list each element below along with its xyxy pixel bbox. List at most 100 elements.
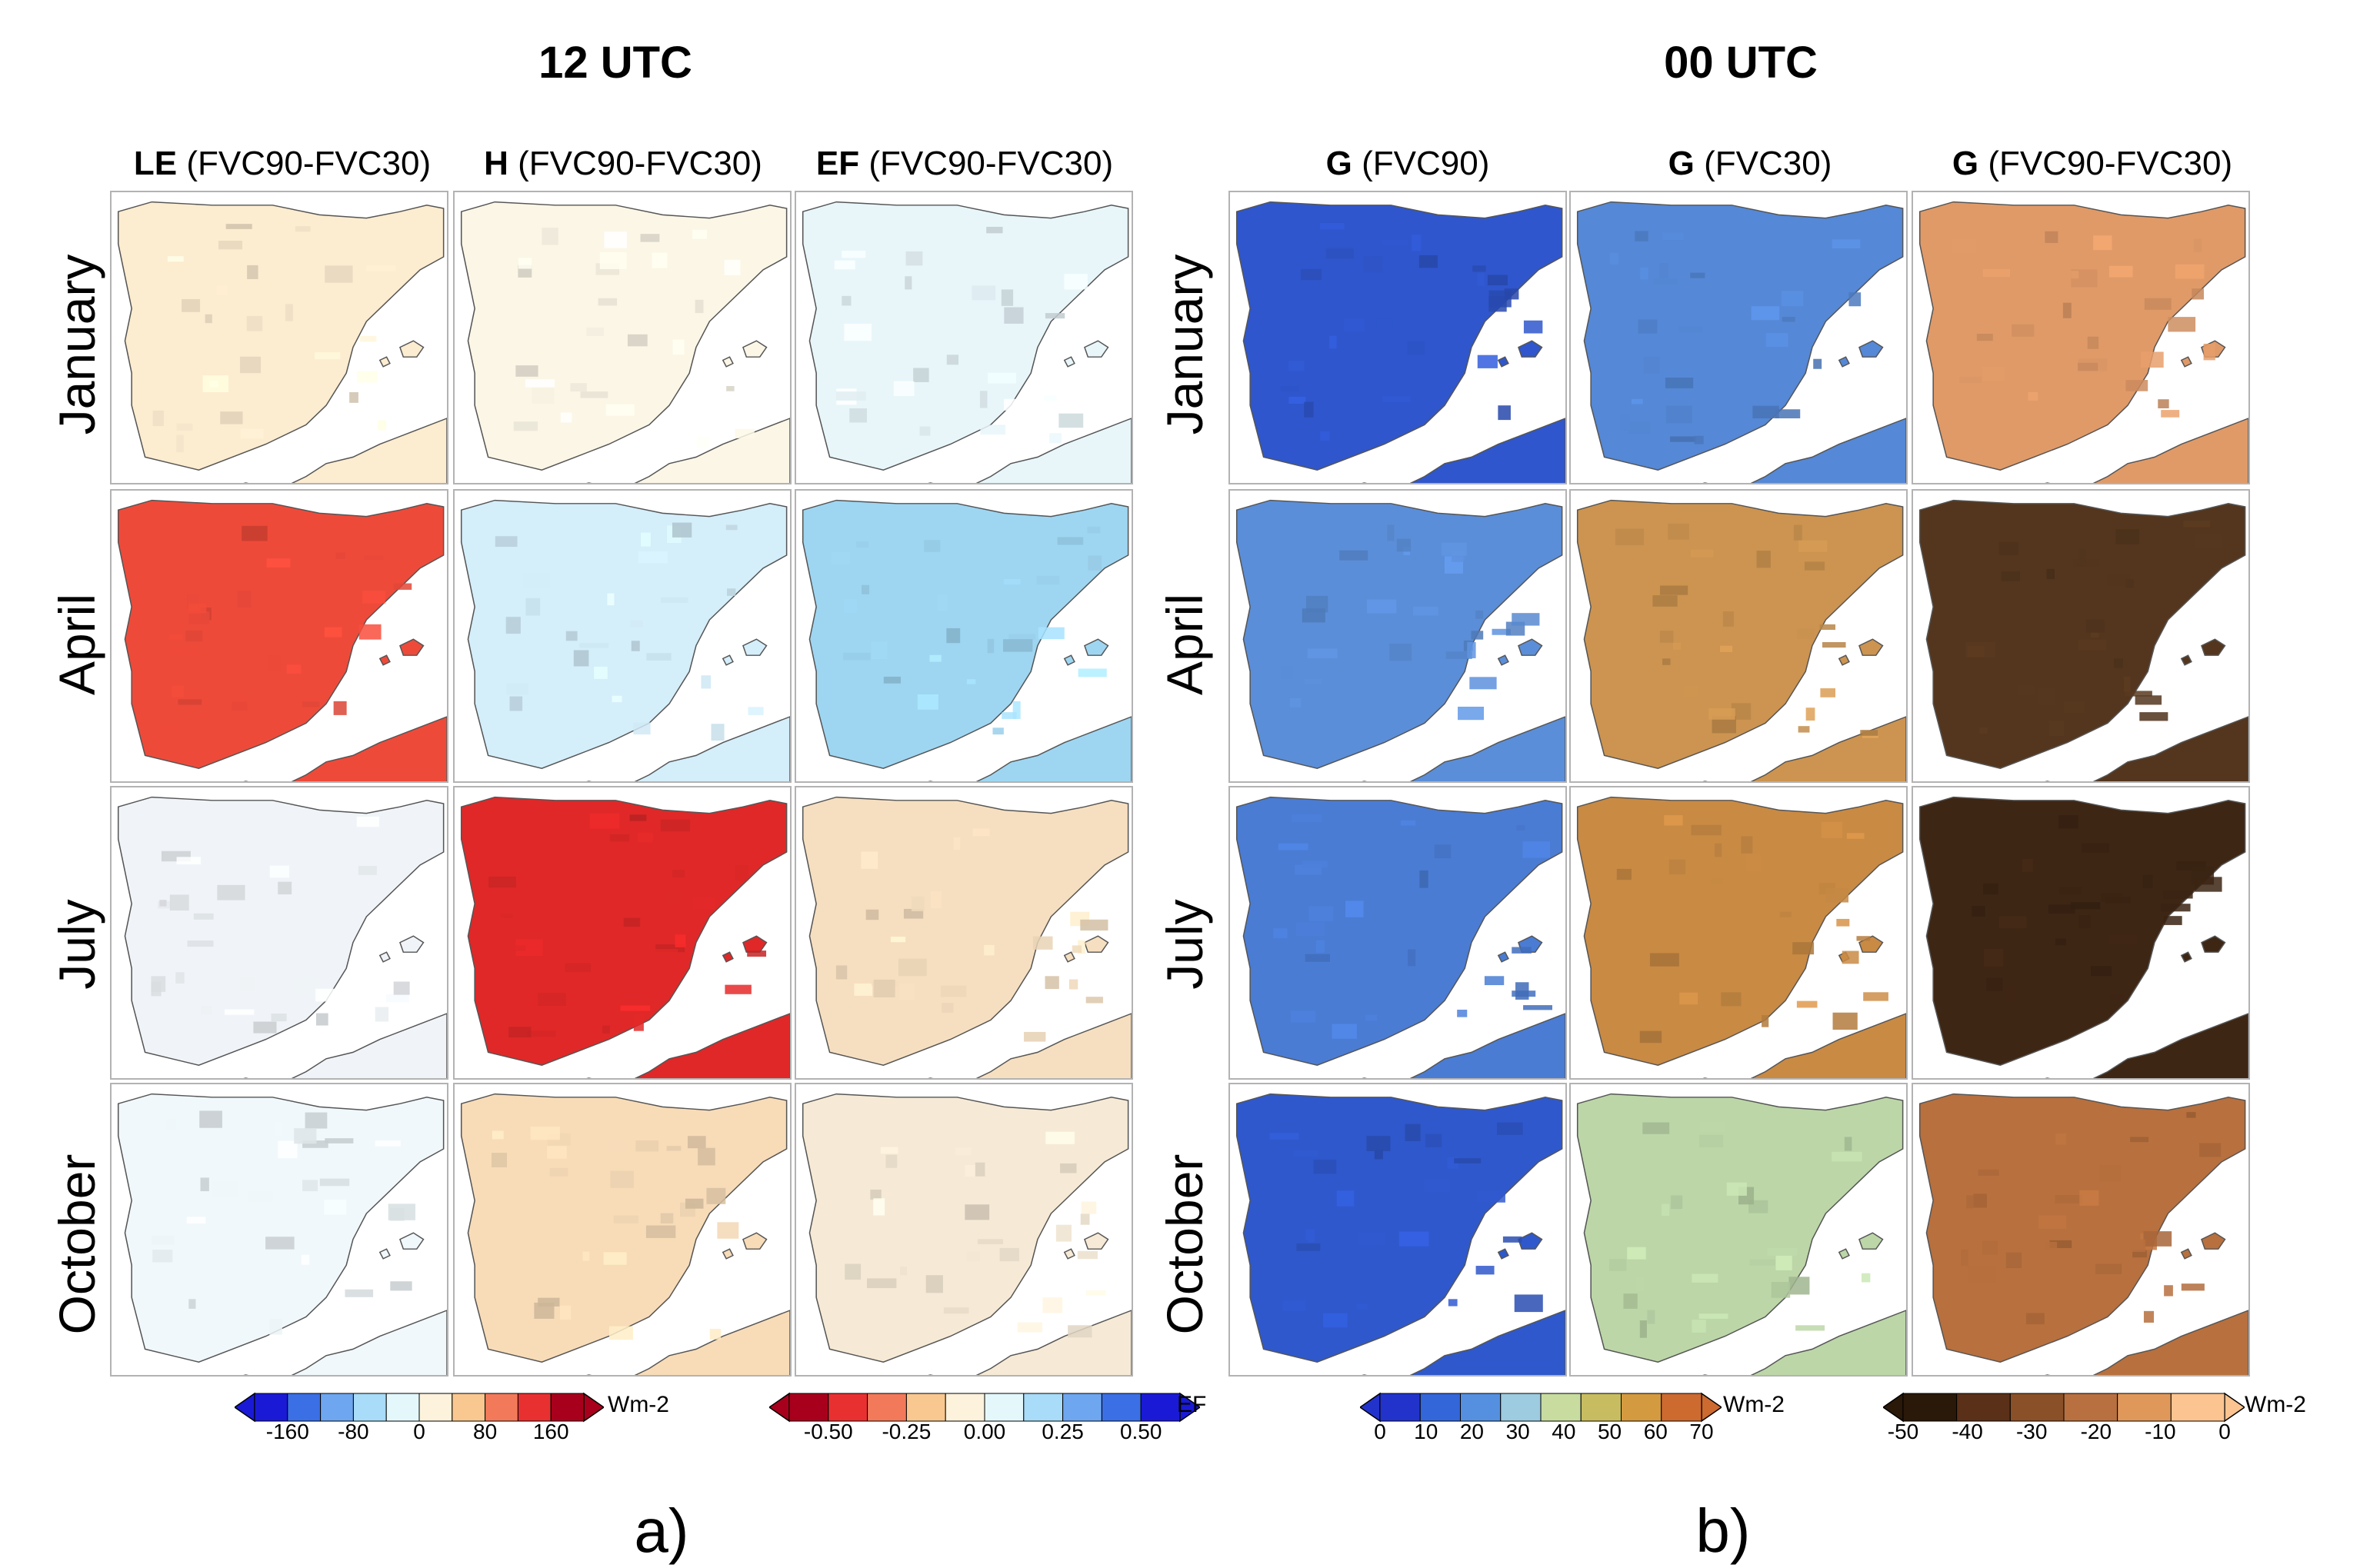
texture-patch [156,628,169,642]
texture-patch [2141,351,2164,368]
texture-patch [2018,684,2036,696]
texture-patch [176,423,193,431]
texture-patch [608,1139,625,1155]
texture-patch [1413,606,1438,616]
texture-patch [2163,916,2182,925]
texture-patch [1344,318,1365,332]
texture-patch [2091,966,2112,977]
texture-patch [1966,1195,1974,1209]
texture-patch [522,572,550,588]
texture-patch [1484,976,1505,986]
texture-patch [265,1237,295,1250]
texture-patch [605,404,635,416]
texture-patch [1781,291,1804,307]
texture-patch [1745,854,1762,872]
texture-patch [748,707,764,715]
island [742,340,768,358]
texture-patch [706,1187,726,1204]
texture-patch [586,327,605,336]
texture-patch [542,228,558,245]
colorbar-segment [287,1393,322,1422]
texture-patch [1320,431,1330,441]
texture-patch [1982,366,2005,381]
column-header-g-fvc90: G (FVC90) [1325,145,1490,182]
africa-landmass [586,716,790,781]
texture-patch [2130,1137,2149,1143]
texture-patch [2005,1252,2022,1268]
texture-patch [613,1215,638,1224]
texture-patch [1863,992,1888,1001]
texture-patch [1694,435,1704,444]
texture-patch [1004,307,1024,324]
texture-patch [711,724,725,741]
colorbar-segment [452,1393,486,1422]
texture-patch [942,1003,954,1013]
texture-patch [966,1251,980,1262]
texture-patch [393,981,410,995]
texture-patch [2078,362,2098,371]
texture-patch [984,944,995,956]
texture-patch [2012,324,2035,337]
texture-patch [898,958,927,977]
texture-patch [672,870,685,877]
island [1063,654,1075,666]
texture-patch [1088,555,1102,571]
texture-patch [301,1254,310,1265]
texture-patch [492,1130,504,1140]
colorbar-g-diff-tick: -40 [1952,1420,1983,1443]
texture-patch [246,315,263,331]
colorbar-g-diff-tick: -30 [2015,1420,2048,1443]
texture-patch [637,832,654,843]
texture-patch [200,1177,209,1192]
texture-patch [1045,1131,1075,1144]
texture-patch [2105,896,2131,904]
texture-patch [242,525,268,541]
texture-patch [842,295,852,306]
island [1063,951,1075,963]
texture-patch [660,819,691,832]
texture-patch [2144,298,2172,310]
texture-patch [2072,558,2100,568]
texture-patch [1077,1250,1098,1260]
iberia-landmass [1235,499,1563,769]
texture-patch [231,701,248,711]
texture-patch [1664,815,1683,826]
texture-patch [495,536,518,548]
row-label-a-october: October [48,1154,105,1335]
texture-patch [1363,256,1382,273]
texture-patch [627,334,648,347]
colorbar-segment [1419,1393,1461,1422]
island [399,1232,425,1250]
island [378,654,391,666]
africa-landmass [1702,418,1906,483]
colorbar-segment [352,1393,387,1422]
texture-patch [1049,433,1062,444]
texture-patch [1642,1122,1670,1134]
texture-patch [2186,1112,2196,1118]
texture-patch [1323,1313,1348,1328]
colorbar-segment [867,1393,907,1422]
texture-patch [589,813,620,829]
texture-patch [2055,1133,2066,1145]
texture-patch [1475,610,1484,619]
texture-patch [893,381,915,397]
texture-patch [1087,526,1101,534]
texture-patch [1068,1325,1092,1338]
texture-patch [865,909,879,920]
texture-patch [2058,815,2078,829]
colorbar-g-tick: 20 [1459,1420,1484,1443]
texture-patch [525,379,555,388]
texture-patch [633,722,651,735]
texture-patch [349,391,358,403]
texture-patch [286,664,302,674]
texture-patch [1319,222,1345,230]
colorbar-segment [1101,1393,1142,1422]
colorbar-g-tick: 60 [1643,1420,1668,1443]
texture-patch [358,866,377,875]
colorbar-le-h [235,1392,604,1423]
section-a-title: 12 UTC [538,38,692,88]
map-ef-october [795,1083,1133,1377]
texture-patch [966,679,976,684]
texture-patch [1282,1300,1306,1311]
texture-patch [1805,707,1815,721]
